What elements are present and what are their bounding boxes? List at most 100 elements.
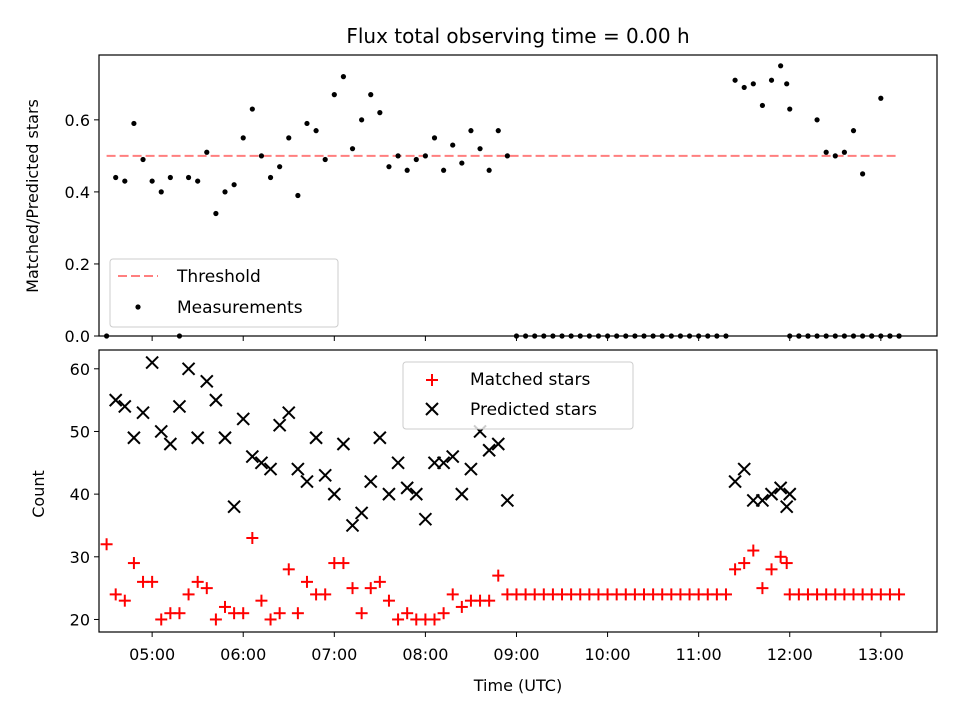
predicted-point bbox=[318, 468, 332, 483]
measurement-point bbox=[140, 156, 146, 163]
measurement-point bbox=[796, 333, 802, 339]
bottom-legend-box bbox=[402, 361, 634, 430]
matched-point bbox=[300, 575, 313, 588]
predicted-point bbox=[127, 431, 141, 445]
matched-point bbox=[209, 613, 222, 626]
predicted-point bbox=[764, 487, 779, 501]
bottom-y-tick-label: 40 bbox=[70, 485, 90, 504]
matched-point bbox=[182, 588, 195, 601]
measurement-point bbox=[477, 146, 483, 152]
predicted-point bbox=[500, 493, 515, 508]
measurement-point bbox=[705, 333, 711, 339]
predicted-point bbox=[391, 456, 405, 470]
bottom-x-tick-label: 09:00 bbox=[493, 645, 539, 664]
measurement-point bbox=[377, 110, 383, 116]
measurement-point bbox=[723, 333, 729, 339]
matched-point bbox=[246, 532, 259, 544]
matched-point bbox=[337, 557, 350, 570]
measurement-point bbox=[559, 333, 565, 339]
predicted-point bbox=[327, 487, 342, 501]
measurement-point bbox=[504, 153, 510, 159]
predicted-legend-swatch bbox=[425, 402, 439, 416]
matched-point bbox=[893, 588, 906, 601]
chart-title: Flux total observing time = 0.00 h bbox=[346, 24, 689, 48]
bottom-x-tick-label: 10:00 bbox=[585, 645, 631, 664]
matched-point bbox=[264, 613, 277, 626]
measurement-point bbox=[195, 178, 201, 184]
measurement-point bbox=[267, 174, 274, 181]
predicted-point bbox=[227, 499, 241, 514]
measurement-point bbox=[149, 178, 155, 184]
predicted-point bbox=[418, 512, 433, 526]
measurement-point bbox=[784, 81, 790, 87]
predicted-point bbox=[773, 481, 788, 495]
measurement-point bbox=[313, 128, 319, 134]
measurement-point bbox=[759, 102, 766, 109]
measurement-point bbox=[878, 333, 884, 339]
top-y-tick-label: 0.6 bbox=[65, 111, 90, 130]
measurement-point bbox=[823, 333, 829, 339]
measurement-point bbox=[641, 333, 647, 339]
predicted-point bbox=[779, 499, 794, 514]
measurement-point bbox=[659, 333, 665, 339]
measurement-point bbox=[586, 333, 592, 339]
bottom-y-axis-label: Count bbox=[29, 470, 48, 518]
measurements-series bbox=[103, 63, 902, 339]
predicted-point bbox=[436, 456, 451, 470]
bottom-x-tick-label: 05:00 bbox=[129, 645, 175, 664]
predicted-point bbox=[336, 437, 351, 451]
matched-point bbox=[756, 582, 769, 595]
predicted-point bbox=[309, 431, 323, 445]
predicted-point bbox=[172, 399, 187, 414]
bottom-x-axis: 05:00 06:00 07:00 08:00 09:00 10:00 11:00 12:00… bbox=[129, 632, 904, 664]
measurement-point bbox=[850, 128, 857, 134]
measurement-point bbox=[513, 333, 520, 339]
measurement-point bbox=[286, 135, 292, 141]
bottom-x-tick-label: 08:00 bbox=[402, 645, 448, 664]
top-y-tick-label: 0.2 bbox=[65, 255, 90, 274]
matched-point bbox=[200, 582, 213, 595]
measurement-point bbox=[331, 92, 337, 98]
measurement-point bbox=[167, 174, 173, 181]
measurement-point bbox=[395, 153, 401, 159]
predicted-point bbox=[345, 518, 360, 533]
predicted-point bbox=[300, 474, 314, 489]
measurement-point bbox=[386, 164, 392, 170]
matched-point bbox=[428, 613, 441, 626]
measurement-point bbox=[340, 74, 347, 80]
matched-point bbox=[319, 588, 332, 601]
measurement-point bbox=[113, 174, 119, 181]
predicted-point bbox=[218, 431, 232, 445]
measurements-legend-label: Measurements bbox=[177, 298, 303, 318]
matched-point bbox=[747, 544, 760, 557]
matched-point bbox=[455, 600, 468, 613]
matched-point bbox=[146, 575, 159, 588]
measurement-point bbox=[787, 106, 793, 112]
matched-point bbox=[109, 588, 122, 601]
matched-point bbox=[273, 607, 286, 620]
measurement-point bbox=[422, 153, 428, 159]
matched-point bbox=[155, 613, 168, 626]
matched-point bbox=[219, 600, 232, 613]
predicted-point bbox=[209, 393, 223, 407]
measurement-point bbox=[668, 333, 674, 339]
measurement-point bbox=[787, 333, 793, 339]
predicted-point bbox=[181, 362, 196, 376]
bottom-y-tick-label: 20 bbox=[70, 610, 90, 629]
measurement-point bbox=[431, 135, 438, 141]
bottom-y-tick-label: 30 bbox=[70, 548, 90, 567]
measurement-point bbox=[814, 333, 820, 339]
matched-point bbox=[255, 594, 268, 607]
measurement-point bbox=[604, 333, 611, 339]
measurement-point bbox=[122, 178, 128, 184]
predicted-point bbox=[409, 487, 423, 501]
predicted-point bbox=[373, 431, 387, 445]
matched-point bbox=[446, 588, 459, 601]
bottom-x-tick-label: 11:00 bbox=[676, 645, 722, 664]
measurement-point bbox=[878, 95, 884, 101]
measurement-point bbox=[441, 167, 447, 173]
measurement-point bbox=[850, 333, 857, 339]
matched-point bbox=[173, 607, 186, 620]
bottom-x-tick-label: 13:00 bbox=[858, 645, 904, 664]
